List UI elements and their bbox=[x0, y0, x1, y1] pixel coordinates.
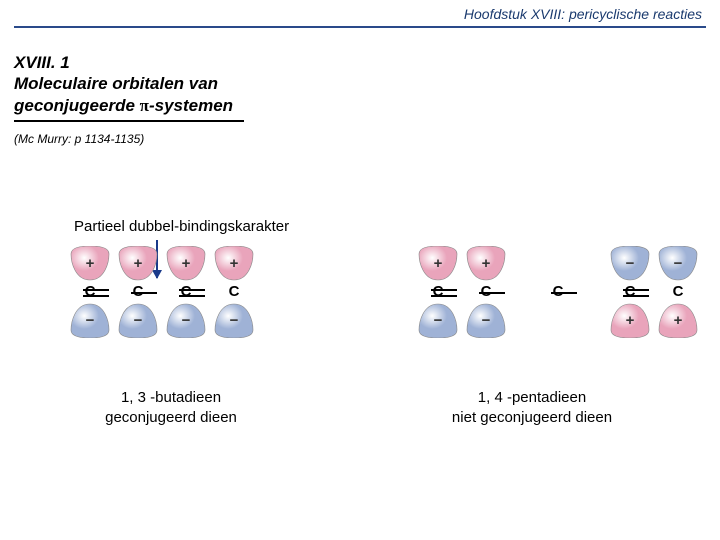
orbital-column: C bbox=[534, 246, 582, 338]
carbon-atom: C bbox=[181, 282, 192, 302]
phase-sign: + bbox=[230, 255, 239, 272]
caption-right-1: 1, 4 -pentadieen bbox=[392, 388, 672, 408]
carbon-atom: C bbox=[553, 282, 564, 302]
orbital-lobe-bottom: − bbox=[465, 302, 507, 338]
title-line-1: XVIII. 1 bbox=[14, 52, 244, 73]
reference-text: (Mc Murry: p 1134-1135) bbox=[14, 132, 144, 146]
phase-sign: − bbox=[182, 312, 191, 329]
orbital-lobe-top: + bbox=[465, 246, 507, 282]
caption-right-2: niet geconjugeerd dieen bbox=[392, 408, 672, 428]
carbon-atom: C bbox=[85, 282, 96, 302]
carbon-atom: C bbox=[625, 282, 636, 302]
pi-symbol: π bbox=[140, 96, 149, 115]
orbital-column: + C − bbox=[66, 246, 114, 338]
phase-sign: − bbox=[134, 312, 143, 329]
title-underline bbox=[14, 120, 244, 122]
caption-butadiene: 1, 3 -butadieen geconjugeerd dieen bbox=[66, 388, 276, 427]
orbital-column: + C − bbox=[210, 246, 258, 338]
phase-sign: + bbox=[482, 255, 491, 272]
orbital-column: + C − bbox=[114, 246, 162, 338]
phase-sign: − bbox=[230, 312, 239, 329]
orbital-column: − C + bbox=[654, 246, 702, 338]
orbital-lobe-top: − bbox=[609, 246, 651, 282]
phase-sign: + bbox=[674, 312, 683, 329]
carbon-atom: C bbox=[133, 282, 144, 302]
carbon-atom: C bbox=[433, 282, 444, 302]
carbon-atom: C bbox=[481, 282, 492, 302]
orbital-lobe-top: + bbox=[213, 246, 255, 282]
phase-sign: − bbox=[482, 312, 491, 329]
orbital-lobe-bottom: − bbox=[69, 302, 111, 338]
orbital-lobe-top: + bbox=[117, 246, 159, 282]
orbital-lobe-top: + bbox=[69, 246, 111, 282]
title-3-pre: geconjugeerde bbox=[14, 96, 140, 115]
orbital-column: − C + bbox=[606, 246, 654, 338]
orbital-column: + C − bbox=[414, 246, 462, 338]
phase-sign: − bbox=[626, 255, 635, 272]
orbital-lobe-bottom: − bbox=[117, 302, 159, 338]
orbital-lobe-bottom: + bbox=[657, 302, 699, 338]
title-line-3: geconjugeerde π-systemen bbox=[14, 95, 244, 116]
orbital-column: + C − bbox=[162, 246, 210, 338]
page-header: Hoofdstuk XVIII: pericyclische reacties bbox=[464, 6, 702, 22]
phase-sign: + bbox=[626, 312, 635, 329]
phase-sign: + bbox=[434, 255, 443, 272]
carbon-atom: C bbox=[229, 282, 240, 302]
orbital-lobe-bottom: − bbox=[165, 302, 207, 338]
title-3-post: -systemen bbox=[149, 96, 233, 115]
phase-sign: + bbox=[134, 255, 143, 272]
phase-sign: − bbox=[434, 312, 443, 329]
phase-sign: − bbox=[674, 255, 683, 272]
carbon-atom: C bbox=[673, 282, 684, 302]
phase-sign: + bbox=[86, 255, 95, 272]
orbital-lobe-bottom: + bbox=[609, 302, 651, 338]
title-line-2: Moleculaire orbitalen van bbox=[14, 73, 244, 94]
caption-left-2: geconjugeerd dieen bbox=[66, 408, 276, 428]
partial-double-bond-label: Partieel dubbel-bindingskarakter bbox=[74, 218, 289, 235]
caption-pentadiene: 1, 4 -pentadieen niet geconjugeerd dieen bbox=[392, 388, 672, 427]
orbital-lobe-bottom: − bbox=[213, 302, 255, 338]
orbital-lobe-top: + bbox=[417, 246, 459, 282]
header-rule bbox=[14, 26, 706, 28]
phase-sign: − bbox=[86, 312, 95, 329]
orbital-lobe-bottom: − bbox=[417, 302, 459, 338]
diagram-pentadiene: + C − + C − C bbox=[414, 246, 702, 338]
caption-left-1: 1, 3 -butadieen bbox=[66, 388, 276, 408]
section-title: XVIII. 1 Moleculaire orbitalen van gecon… bbox=[14, 52, 244, 122]
phase-sign: + bbox=[182, 255, 191, 272]
diagram-butadiene: + C − + C − bbox=[66, 246, 258, 338]
orbital-lobe-top: − bbox=[657, 246, 699, 282]
orbital-lobe-top: + bbox=[165, 246, 207, 282]
orbital-column: + C − bbox=[462, 246, 510, 338]
